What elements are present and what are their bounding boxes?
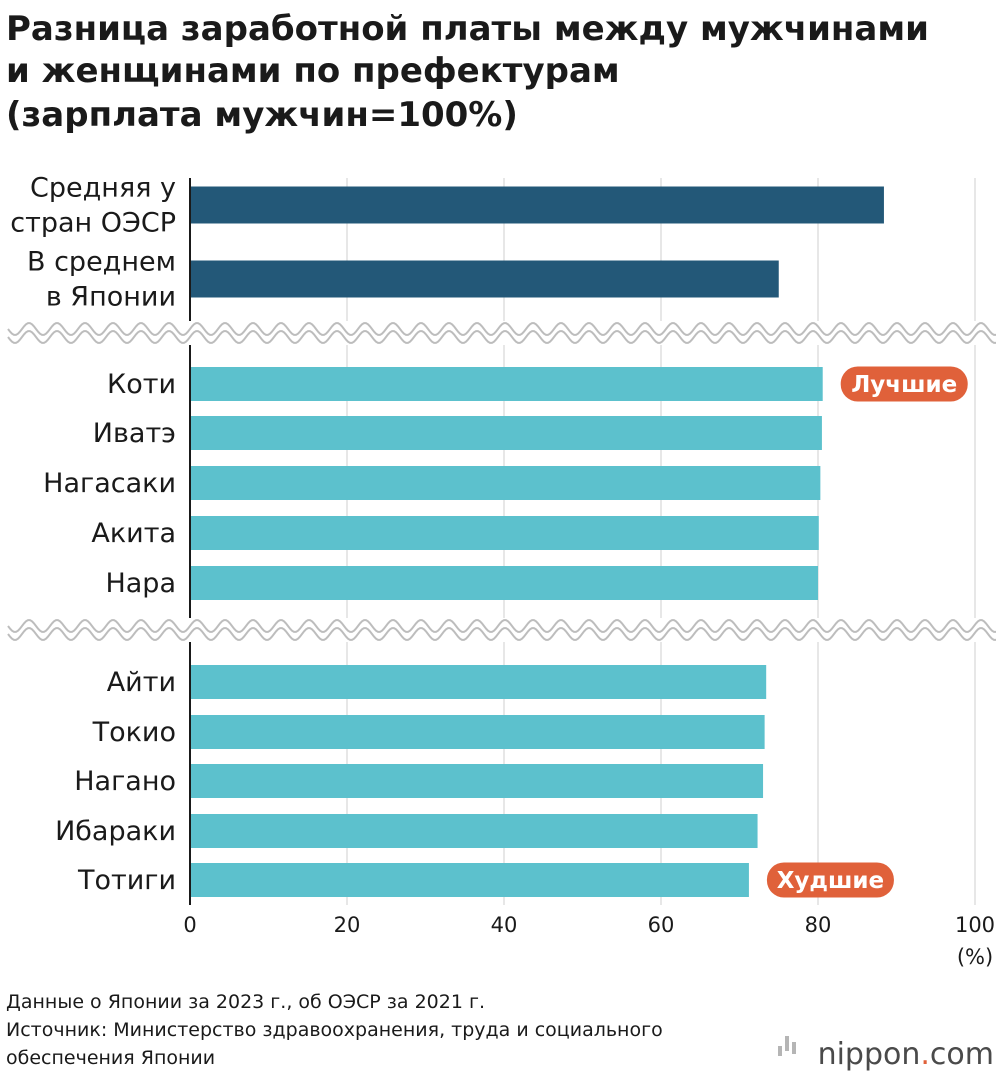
x-tick-label: 80: [805, 913, 832, 937]
x-tick-label: 40: [491, 913, 518, 937]
category-label: Нагасаки: [43, 468, 176, 499]
bar: [190, 715, 765, 749]
badge-label: Лучшие: [851, 372, 957, 398]
category-label: Средняя у: [30, 173, 176, 204]
source-note: Данные о Японии за 2023 г., об ОЭСР за 2…: [6, 991, 485, 1013]
x-tick-label: 0: [183, 913, 196, 937]
bar: [190, 466, 821, 500]
axis-break-wave: [7, 627, 996, 641]
category-label: в Японии: [46, 282, 176, 313]
bar: [190, 764, 764, 798]
category-label: стран ОЭСР: [10, 208, 176, 239]
brand-name-main: nippon: [818, 1037, 921, 1072]
bar: [190, 260, 779, 298]
bar: [190, 516, 819, 550]
bar: [190, 863, 749, 897]
badge: Худшие: [766, 862, 894, 898]
category-label: Айти: [107, 667, 176, 698]
category-label: Иватэ: [93, 418, 176, 449]
brand-mark: [778, 1046, 782, 1056]
brand-mark: [792, 1042, 796, 1054]
category-label: Ибараки: [55, 816, 176, 847]
axis-break-wave: [7, 322, 996, 336]
chart-title-line: и женщинами по префектурам: [6, 51, 620, 91]
bar: [190, 367, 823, 401]
badge: Лучшие: [840, 366, 968, 402]
bar: [190, 566, 818, 600]
brand-name: nippon.com: [818, 1037, 994, 1072]
axis-break-wave: [7, 619, 996, 633]
x-tick-label: 20: [334, 913, 361, 937]
category-label: В среднем: [27, 247, 176, 278]
x-tick-label: 100: [955, 913, 995, 937]
x-tick-label: 60: [648, 913, 675, 937]
category-label: Нара: [105, 568, 176, 599]
category-label: Нагано: [74, 766, 176, 797]
badge-pill: [840, 366, 968, 402]
brand-logo: nippon.com: [778, 1036, 994, 1072]
badge-label: Худшие: [777, 868, 884, 894]
bar: [190, 186, 884, 224]
chart-title-line: Разница заработной платы между мужчинами: [6, 9, 929, 49]
badge-pill: [766, 862, 894, 898]
category-label: Тотиги: [77, 865, 176, 896]
chart-title-line: (зарплата мужчин=100%): [6, 95, 518, 135]
category-label: Коти: [107, 369, 176, 400]
bar: [190, 416, 822, 450]
x-unit-label: (%): [957, 945, 993, 969]
brand-dot: .: [920, 1037, 930, 1072]
category-label: Акита: [91, 518, 176, 549]
brand-mark: [785, 1036, 789, 1051]
brand-suffix: com: [930, 1037, 994, 1072]
axis-break-wave: [7, 330, 996, 344]
bar: [190, 665, 767, 699]
source-note: обеспечения Японии: [6, 1047, 215, 1069]
category-label: Токио: [92, 717, 176, 748]
source-note: Источник: Министерство здравоохранения, …: [6, 1019, 663, 1041]
bar: [190, 814, 758, 848]
